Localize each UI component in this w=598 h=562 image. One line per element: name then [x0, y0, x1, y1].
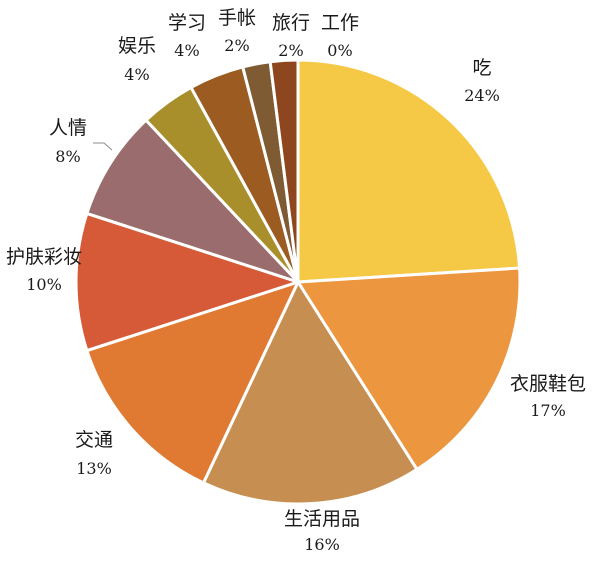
- slice-label-2: 衣服鞋包: [510, 373, 586, 395]
- pie-slice-4: [85, 280, 300, 485]
- slice-percent-5: 10%: [26, 275, 62, 294]
- pie-slices: [74, 58, 522, 506]
- slice-label-3: 生活用品: [284, 508, 360, 530]
- slice-percent-4: 13%: [76, 459, 112, 478]
- pie-slice-2: [296, 266, 522, 471]
- slice-percent-6: 8%: [55, 147, 80, 166]
- slice-label-9: 手帐: [218, 7, 256, 29]
- pie-slice-6: [85, 118, 300, 284]
- pie-slice-10: [268, 58, 300, 284]
- slice-percent-8: 4%: [174, 41, 199, 60]
- pie-slice-1: [296, 58, 522, 284]
- slice-percent-2: 17%: [530, 401, 566, 420]
- slice-percent-11: 0%: [327, 41, 352, 60]
- slice-percent-9: 2%: [224, 36, 249, 55]
- slice-percent-10: 2%: [278, 41, 303, 60]
- slice-label-7: 娱乐: [118, 35, 156, 57]
- pie-slice-5: [74, 211, 300, 353]
- slice-label-4: 交通: [75, 429, 113, 451]
- slice-percent-7: 4%: [124, 65, 149, 84]
- slice-label-6: 人情: [49, 117, 87, 139]
- slice-percent-3: 16%: [304, 535, 340, 554]
- slice-labels: 吃 24% 衣服鞋包 17% 生活用品 16% 交通 13% 护肤彩妆 10% 人情 8% 娱乐 4% 学习…: [6, 7, 586, 554]
- leader-lines: [93, 142, 113, 151]
- slice-label-11: 工作: [321, 12, 359, 34]
- slice-percent-1: 24%: [464, 86, 500, 105]
- pie-slice-3: [201, 280, 419, 506]
- slice-label-8: 学习: [168, 12, 206, 34]
- leader-line-renqing: [93, 142, 113, 151]
- slice-label-5: 护肤彩妆: [6, 246, 82, 268]
- slice-label-10: 旅行: [272, 12, 310, 34]
- slice-label-1: 吃: [472, 57, 491, 79]
